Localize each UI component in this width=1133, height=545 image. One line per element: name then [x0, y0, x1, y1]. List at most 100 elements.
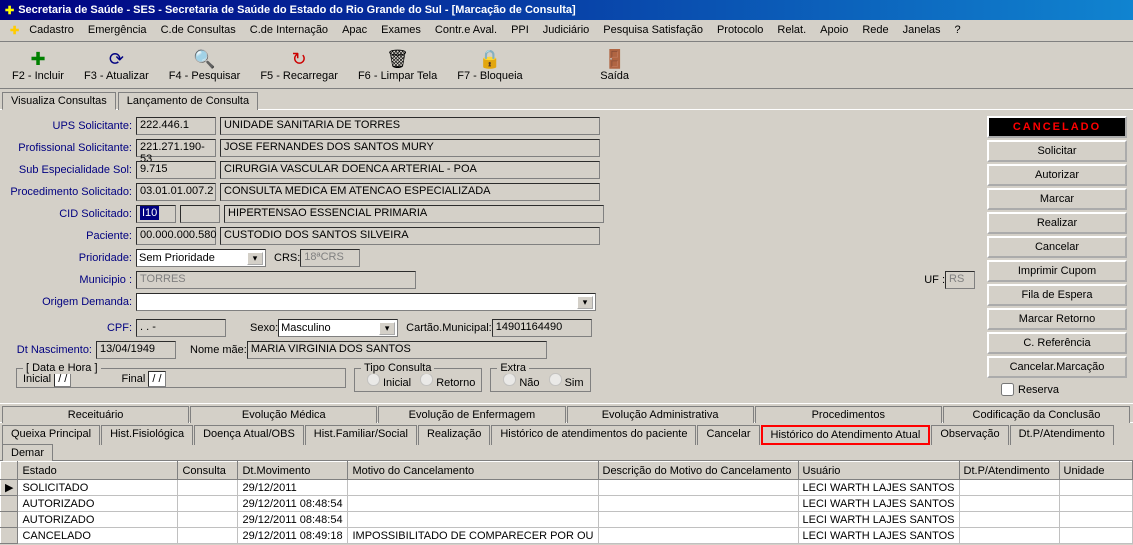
tab-lancamento[interactable]: Lançamento de Consulta [118, 92, 258, 110]
btn-retorno[interactable]: Marcar Retorno [987, 308, 1127, 330]
col-dtpatend[interactable]: Dt.P/Atendimento [959, 462, 1059, 480]
menu-protocolo[interactable]: Protocolo [711, 22, 769, 39]
lbl-ups: UPS Solicitante: [6, 120, 136, 132]
btn-imprimir[interactable]: Imprimir Cupom [987, 260, 1127, 282]
menu-judiciario[interactable]: Judiciário [537, 22, 595, 39]
cartao-val[interactable]: 14901164490 [492, 319, 592, 337]
tb-saida[interactable]: 🚪Saída [585, 46, 645, 84]
chk-reserva[interactable] [1001, 383, 1014, 396]
orig-select[interactable] [136, 293, 596, 311]
menu-ppi[interactable]: PPI [505, 22, 535, 39]
tab-observacao[interactable]: Observação [931, 425, 1008, 445]
col-unidade[interactable]: Unidade [1059, 462, 1132, 480]
cpf-val[interactable]: . . - [136, 319, 226, 337]
col-consulta[interactable]: Consulta [178, 462, 238, 480]
tab-doenca[interactable]: Doença Atual/OBS [194, 425, 304, 445]
col-usuario[interactable]: Usuário [798, 462, 959, 480]
sub-name[interactable]: CIRURGIA VASCULAR DOENCA ARTERIAL - POA [220, 161, 600, 179]
radio-nao[interactable] [503, 373, 516, 386]
menu-apac[interactable]: Apac [336, 22, 373, 39]
table-row[interactable]: AUTORIZADO29/12/2011 08:48:54LECI WARTH … [1, 512, 1133, 528]
cid-code2[interactable] [180, 205, 220, 223]
mae-val[interactable]: MARIA VIRGINIA DOS SANTOS [247, 341, 547, 359]
pac-code[interactable]: 00.000.000.580 [136, 227, 216, 245]
dtnasc-val[interactable]: 13/04/1949 [96, 341, 176, 359]
tab-cancelar2[interactable]: Cancelar [697, 425, 759, 445]
toolbar: ✚F2 - Incluir ⟳F3 - Atualizar 🔍F4 - Pesq… [0, 42, 1133, 89]
tab-receituario[interactable]: Receituário [2, 406, 189, 423]
tb-pesquisar[interactable]: 🔍F4 - Pesquisar [163, 46, 247, 84]
cid-name[interactable]: HIPERTENSAO ESSENCIAL PRIMARIA [224, 205, 604, 223]
menu-help[interactable]: ? [949, 22, 967, 39]
prof-name[interactable]: JOSE FERNANDES DOS SANTOS MURY [220, 139, 600, 157]
menu-rede[interactable]: Rede [856, 22, 894, 39]
menu-relat[interactable]: Relat. [771, 22, 812, 39]
menu-bar: ✚ Cadastro Emergência C.de Consultas C.d… [0, 20, 1133, 42]
radio-retorno[interactable] [420, 373, 433, 386]
col-descmotivo[interactable]: Descrição do Motivo do Cancelamento [598, 462, 798, 480]
tb-recarregar[interactable]: ↻F5 - Recarregar [254, 46, 344, 84]
col-marker[interactable] [1, 462, 18, 480]
col-dtmov[interactable]: Dt.Movimento [238, 462, 348, 480]
table-row[interactable]: CANCELADO29/12/2011 08:49:18IMPOSSIBILIT… [1, 528, 1133, 544]
tab-evenferm[interactable]: Evolução de Enfermagem [378, 406, 565, 423]
btn-marcar[interactable]: Marcar [987, 188, 1127, 210]
tab-histfam[interactable]: Hist.Familiar/Social [305, 425, 417, 445]
grid-header-row: Estado Consulta Dt.Movimento Motivo do C… [1, 462, 1133, 480]
menu-pesquisa[interactable]: Pesquisa Satisfação [597, 22, 709, 39]
table-row[interactable]: AUTORIZADO29/12/2011 08:48:54LECI WARTH … [1, 496, 1133, 512]
tb-bloqueia[interactable]: 🔒F7 - Bloqueia [451, 46, 528, 84]
tb-incluir[interactable]: ✚F2 - Incluir [6, 46, 70, 84]
btn-solicitar[interactable]: Solicitar [987, 140, 1127, 162]
sub-code[interactable]: 9.715 [136, 161, 216, 179]
tabs-row2: Queixa Principal Hist.Fisiológica Doença… [0, 422, 1133, 460]
btn-creferencia[interactable]: C. Referência [987, 332, 1127, 354]
menu-contraval[interactable]: Contr.e Aval. [429, 22, 503, 39]
tb-atualizar[interactable]: ⟳F3 - Atualizar [78, 46, 155, 84]
menu-exames[interactable]: Exames [375, 22, 427, 39]
sexo-select[interactable]: Masculino [278, 319, 398, 337]
col-estado[interactable]: Estado [18, 462, 178, 480]
col-motivo[interactable]: Motivo do Cancelamento [348, 462, 598, 480]
tab-evmedica[interactable]: Evolução Médica [190, 406, 377, 423]
btn-autorizar[interactable]: Autorizar [987, 164, 1127, 186]
tab-queixa[interactable]: Queixa Principal [2, 425, 100, 445]
tab-demar[interactable]: Demar [2, 444, 53, 461]
menu-cadastro[interactable]: Cadastro [23, 22, 80, 39]
tb-limpar[interactable]: 🗑F6 - Limpar Tela [352, 46, 443, 84]
btn-fila[interactable]: Fila de Espera [987, 284, 1127, 306]
radio-inicial[interactable] [367, 373, 380, 386]
btn-cancelar[interactable]: Cancelar [987, 236, 1127, 258]
cid-code[interactable]: I10 [136, 205, 176, 223]
lock-icon: 🔒 [457, 48, 522, 70]
table-row[interactable]: ▶SOLICITADO29/12/2011LECI WARTH LAJES SA… [1, 480, 1133, 496]
refresh-icon: ⟳ [84, 48, 149, 70]
tab-histatual[interactable]: Histórico do Atendimento Atual [761, 425, 931, 445]
proc-name[interactable]: CONSULTA MEDICA EM ATENCAO ESPECIALIZADA [220, 183, 600, 201]
dt-final[interactable]: / / [148, 371, 165, 387]
menu-apoio[interactable]: Apoio [814, 22, 854, 39]
tab-dtpatend[interactable]: Dt.P/Atendimento [1010, 425, 1114, 445]
btn-realizar[interactable]: Realizar [987, 212, 1127, 234]
tab-evadmin[interactable]: Evolução Administrativa [567, 406, 754, 423]
radio-sim[interactable] [549, 373, 562, 386]
proc-code[interactable]: 03.01.01.007.2 [136, 183, 216, 201]
prio-select[interactable]: Sem Prioridade [136, 249, 266, 267]
tab-histfisio[interactable]: Hist.Fisiológica [101, 425, 193, 445]
tab-histatend[interactable]: Histórico de atendimentos do paciente [491, 425, 696, 445]
tab-proced[interactable]: Procedimentos [755, 406, 942, 423]
menu-cinternacao[interactable]: C.de Internação [244, 22, 334, 39]
menu-emergencia[interactable]: Emergência [82, 22, 153, 39]
ups-name[interactable]: UNIDADE SANITARIA DE TORRES [220, 117, 600, 135]
pac-name[interactable]: CUSTODIO DOS SANTOS SILVEIRA [220, 227, 600, 245]
tab-realizacao[interactable]: Realização [418, 425, 490, 445]
tabs-row1: Receituário Evolução Médica Evolução de … [0, 403, 1133, 422]
action-column: CANCELADO Solicitar Autorizar Marcar Rea… [987, 116, 1127, 399]
prof-code[interactable]: 221.271.190-53 [136, 139, 216, 157]
ups-code[interactable]: 222.446.1 [136, 117, 216, 135]
tab-visualiza[interactable]: Visualiza Consultas [2, 92, 116, 110]
menu-janelas[interactable]: Janelas [897, 22, 947, 39]
btn-cancelmarcacao[interactable]: Cancelar.Marcação [987, 356, 1127, 378]
tab-codconclusao[interactable]: Codificação da Conclusão [943, 406, 1130, 423]
menu-cconsultas[interactable]: C.de Consultas [155, 22, 242, 39]
